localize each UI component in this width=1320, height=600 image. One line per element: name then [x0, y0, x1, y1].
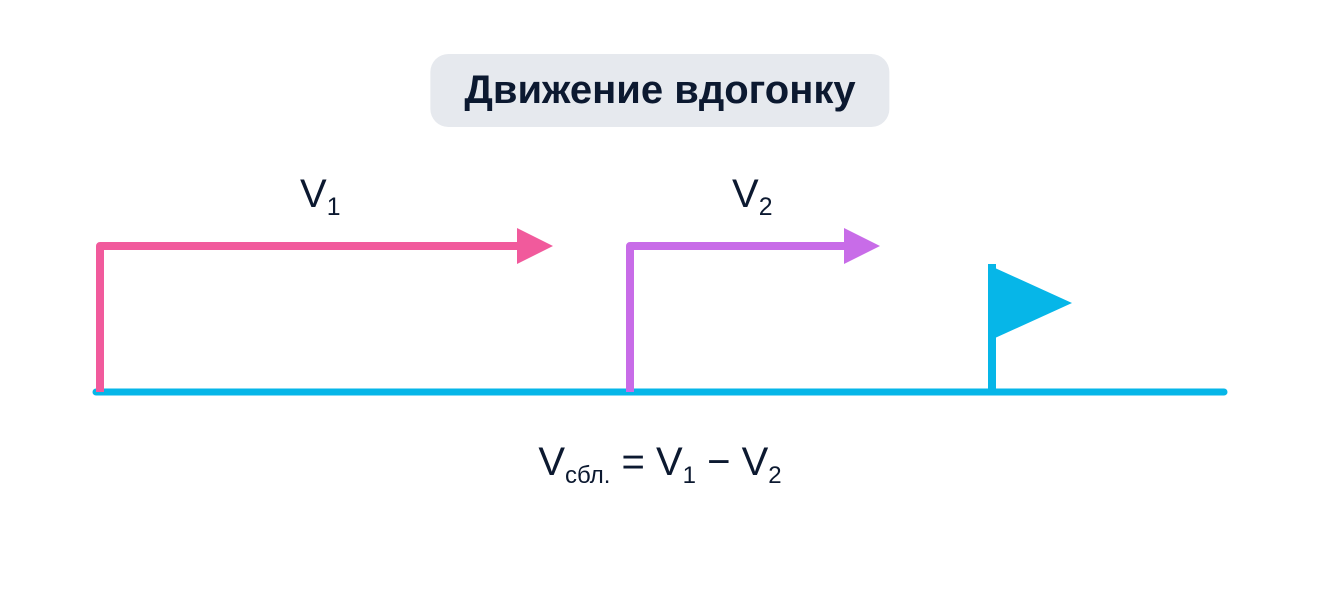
flag-triangle [995, 268, 1072, 338]
formula-sub-2: 2 [768, 462, 781, 489]
arrow-2-path [630, 246, 844, 392]
arrow-1-head [517, 228, 553, 264]
formula-V-c: V [742, 440, 769, 484]
v2-label: V2 [732, 172, 772, 217]
motion-diagram [0, 0, 1320, 600]
arrow-1-path [100, 246, 517, 392]
formula-V-a: V [538, 440, 565, 484]
formula: Vсбл. = V1 − V2 [538, 440, 781, 485]
v1-sub: 1 [327, 194, 341, 221]
arrow-2-head [844, 228, 880, 264]
v1-label: V1 [300, 172, 340, 217]
formula-sub-sbl: сбл. [565, 462, 610, 489]
formula-minus: − [696, 440, 742, 484]
v2-sub: 2 [759, 194, 773, 221]
v2-main: V [732, 172, 759, 216]
formula-eq: = [610, 440, 656, 484]
formula-V-b: V [656, 440, 683, 484]
v1-main: V [300, 172, 327, 216]
formula-sub-1: 1 [683, 462, 696, 489]
